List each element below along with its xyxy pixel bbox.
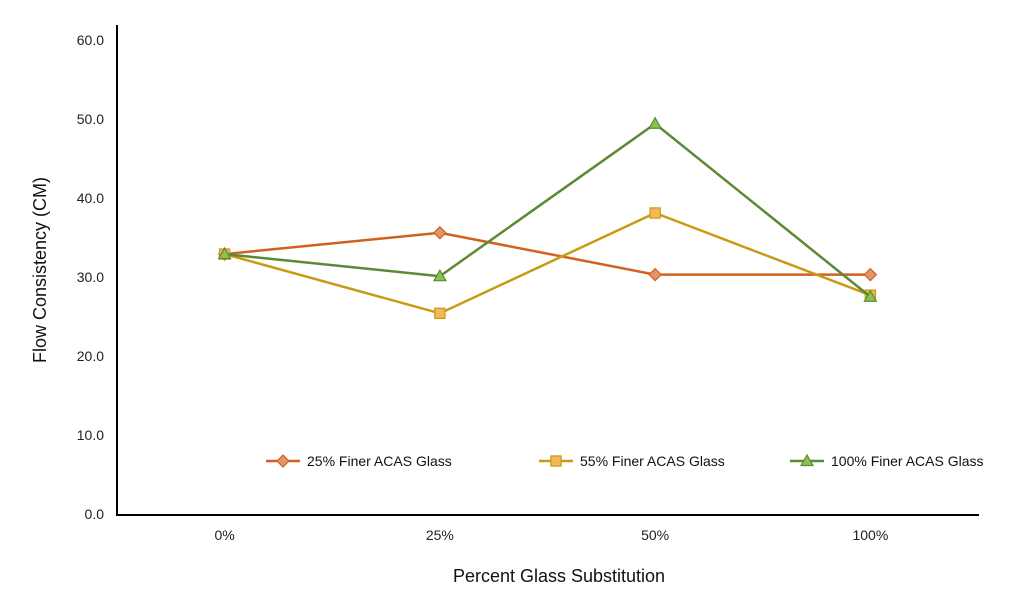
legend-label: 25% Finer ACAS Glass (307, 453, 452, 469)
diamond-icon (276, 454, 290, 468)
legend-item: 55% Finer ACAS Glass (539, 453, 725, 469)
x-tick-label: 50% (641, 527, 669, 543)
y-tick-label: 60.0 (77, 32, 104, 48)
x-tick-label: 100% (852, 527, 888, 543)
y-tick-label: 10.0 (77, 427, 104, 443)
y-tick-label: 30.0 (77, 269, 104, 285)
series-triangle (217, 116, 878, 302)
series-layer (217, 116, 878, 320)
legend-label: 55% Finer ACAS Glass (580, 453, 725, 469)
x-tick-label: 25% (426, 527, 454, 543)
square-icon (550, 455, 562, 467)
x-tick-labels: 0% 25% 50% 100% (215, 527, 889, 543)
data-point-triangle (432, 269, 447, 282)
legend-label: 100% Finer ACAS Glass (831, 453, 984, 469)
data-point-diamond (433, 225, 447, 240)
data-point-square (434, 307, 446, 320)
data-point-triangle (648, 116, 663, 129)
data-point-diamond (648, 267, 662, 282)
series-line (224, 122, 872, 298)
y-tick-labels: 0.0 10.0 20.0 30.0 40.0 50.0 60.0 (77, 32, 104, 522)
data-point-triangle (217, 246, 232, 260)
legend-item: 25% Finer ACAS Glass (266, 453, 452, 469)
legend: 25% Finer ACAS Glass 55% Finer ACAS Glass… (266, 453, 984, 469)
y-tick-label: 50.0 (77, 111, 104, 127)
series-line (224, 211, 871, 315)
y-tick-label: 0.0 (85, 506, 105, 522)
x-tick-label: 0% (215, 527, 235, 543)
data-point-diamond (863, 267, 878, 282)
triangle-icon (799, 453, 815, 467)
y-axis-title: Flow Consistency (CM) (30, 177, 50, 363)
x-axis-title: Percent Glass Substitution (453, 566, 665, 586)
series-diamond (217, 225, 878, 282)
legend-item: 100% Finer ACAS Glass (790, 453, 984, 469)
y-tick-label: 20.0 (77, 348, 104, 364)
y-tick-label: 40.0 (77, 190, 104, 206)
data-point-triangle (863, 289, 878, 302)
series-line (224, 231, 871, 276)
data-point-square (649, 207, 661, 219)
